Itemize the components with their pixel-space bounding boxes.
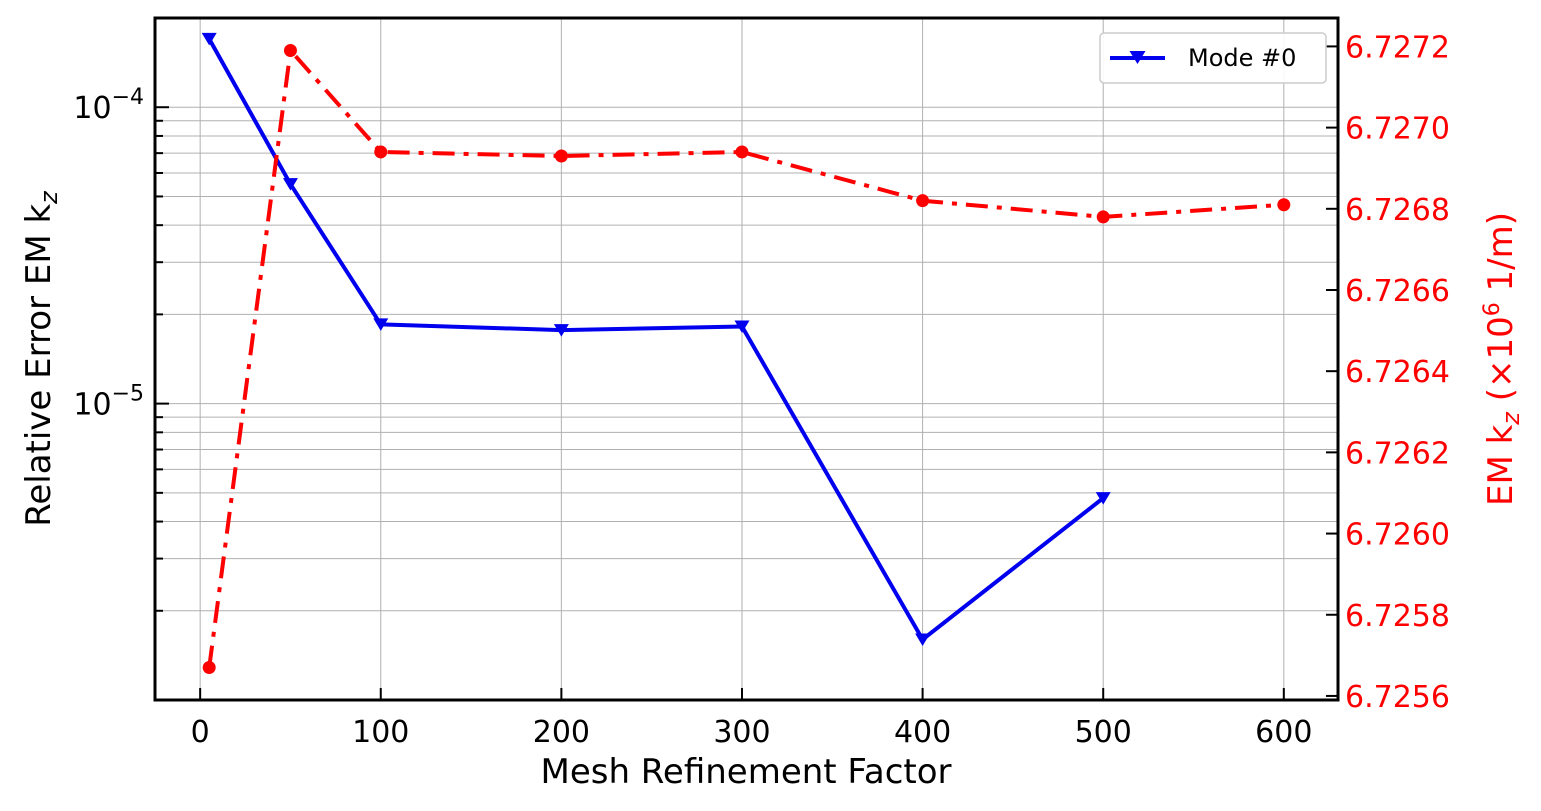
em-kz-point [554,149,568,163]
mode0-point [734,320,750,334]
y-right-tick-label: 6.7266 [1345,274,1450,309]
em-kz-point [283,43,297,57]
legend-box [1099,32,1327,84]
y-right-tick-label: 6.7268 [1345,193,1450,228]
legend-label: Mode #0 [1188,44,1296,72]
em-kz-point [374,145,388,159]
x-tick-label: 400 [894,715,951,750]
em-kz-point [202,661,216,675]
left-axis-title: Relative Error EM kz [19,190,63,527]
x-tick-label: 100 [352,715,409,750]
mode0-point [553,324,569,337]
y-left-tick-label: 10−4 [73,85,144,126]
y-right-tick-label: 6.7272 [1345,30,1450,65]
grid-lines [155,17,1338,701]
x-axis-title: Mesh Refinement Factor [540,752,951,792]
y-left-tick-label: 10−5 [73,382,144,423]
mode0-point [1095,492,1111,505]
y-right-tick-label: 6.7262 [1345,436,1450,471]
x-tick-label: 300 [713,715,770,750]
mode0-point [373,318,389,331]
series-layer [201,32,1291,675]
mode0-point [201,32,217,46]
mode0-series-line [207,37,1105,642]
axis-layer: 0 100 200 300 400 500 600 10−4 10−5 6.7256 6.7258 6… [73,17,1450,750]
mode0-point [282,178,298,191]
plot-frame [153,16,1340,702]
right-axis-title: EM kz (×106 1/m) [1480,212,1525,506]
x-tick-label: 0 [191,715,210,750]
em-kz-series-line [207,48,1284,668]
legend-marker [1129,51,1146,64]
y-right-tick-label: 6.7270 [1345,112,1450,147]
legend: Mode #0 [1099,32,1327,84]
y-right-tick-label: 6.7258 [1345,599,1450,634]
x-tick-label: 500 [1075,715,1132,750]
x-tick-label: 200 [533,715,590,750]
em-kz-point [916,194,930,208]
y-right-tick-label: 6.7256 [1345,680,1450,715]
em-kz-point [1277,198,1291,212]
mode0-point [915,633,931,647]
y-right-tick-label: 6.7264 [1345,355,1450,390]
x-tick-label: 600 [1255,715,1312,750]
em-kz-point [1096,210,1110,224]
y-right-tick-label: 6.7260 [1345,518,1450,553]
em-kz-point [735,145,749,159]
